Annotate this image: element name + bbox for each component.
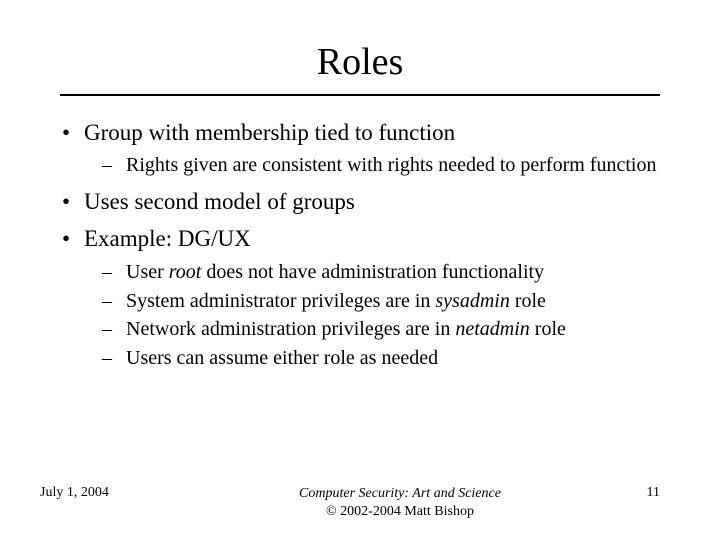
bullet-text: Example: DG/UX (84, 226, 251, 251)
bullet-text: Group with membership tied to function (84, 120, 455, 145)
text-run: role (530, 318, 566, 340)
bullet-item: Uses second model of groups (60, 187, 660, 216)
sub-bullet-item: Users can assume either role as needed (84, 346, 660, 372)
sub-bullet-item: Network administration privileges are in… (84, 317, 660, 343)
italic-term: netadmin (455, 318, 529, 340)
footer-page-number: 11 (600, 485, 660, 501)
sub-bullet-item: Rights given are consistent with rights … (84, 153, 660, 179)
slide-title: Roles (60, 40, 660, 84)
footer-center: Computer Security: Art and Science © 200… (200, 485, 600, 520)
footer-copyright: © 2002-2004 Matt Bishop (200, 503, 600, 521)
italic-term: root (169, 261, 202, 283)
bullet-item: Group with membership tied to function R… (60, 118, 660, 179)
italic-term: sysadmin (435, 290, 509, 312)
bullet-list: Group with membership tied to function R… (60, 118, 660, 371)
text-run: User (126, 261, 169, 283)
text-run: does not have administration functionali… (201, 261, 544, 283)
sub-bullet-list: Rights given are consistent with rights … (84, 153, 660, 179)
bullet-item: Example: DG/UX User root does not have a… (60, 224, 660, 371)
slide-body: Group with membership tied to function R… (60, 118, 660, 371)
text-run: System administrator privileges are in (126, 290, 435, 312)
text-run: Network administration privileges are in (126, 318, 455, 340)
sub-bullet-item: System administrator privileges are in s… (84, 289, 660, 315)
title-underline (60, 94, 660, 96)
footer-book-title: Computer Security: Art and Science (299, 486, 501, 501)
text-run: role (510, 290, 546, 312)
slide: Roles Group with membership tied to func… (0, 0, 720, 540)
sub-bullet-item: User root does not have administration f… (84, 260, 660, 286)
sub-bullet-list: User root does not have administration f… (84, 260, 660, 371)
slide-footer: July 1, 2004 Computer Security: Art and … (0, 485, 720, 520)
footer-date: July 1, 2004 (40, 485, 200, 501)
